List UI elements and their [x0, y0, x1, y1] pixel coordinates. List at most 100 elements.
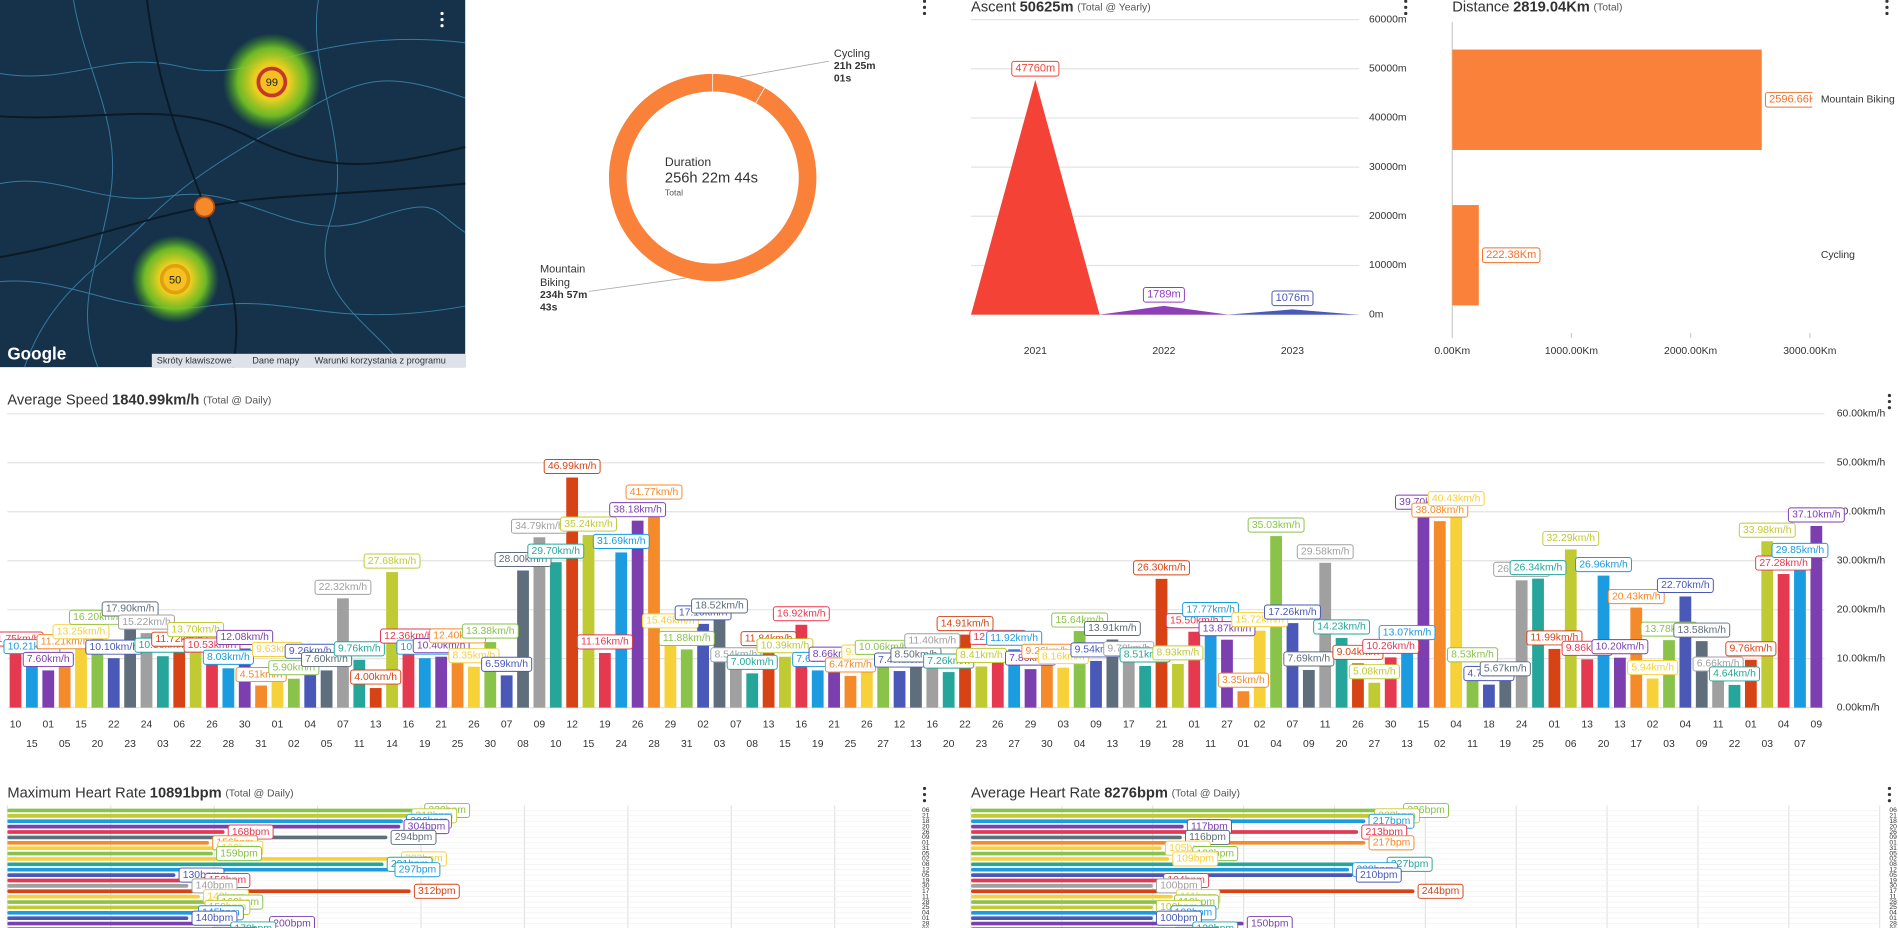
value-label: 29.70km/h — [532, 546, 581, 557]
category-word: Biking — [540, 277, 570, 289]
x-tick-label: 28 — [1172, 739, 1184, 750]
bar — [1122, 659, 1135, 708]
map-marker[interactable] — [193, 196, 216, 218]
category-label: 21 — [1889, 813, 1897, 820]
cluster-count: 50 — [169, 274, 181, 286]
x-tick-label: 13 — [763, 720, 775, 731]
value-label: 5.94km/h — [1631, 662, 1674, 673]
map-logo: Google — [7, 344, 66, 364]
value-label: 46.99km/h — [548, 461, 597, 472]
x-tick-label: 08 — [517, 739, 529, 750]
category-label: 11 — [922, 893, 929, 900]
value-label-box — [609, 502, 667, 518]
chart-menu[interactable] — [1887, 393, 1892, 410]
bar — [762, 649, 775, 708]
chart-menu[interactable] — [1885, 0, 1889, 16]
menu-dot — [922, 11, 927, 16]
bar — [746, 673, 759, 708]
cluster-marker[interactable] — [256, 66, 288, 98]
bar — [304, 662, 317, 708]
x-tick-label: 31 — [681, 739, 693, 750]
value-label-box — [576, 634, 633, 650]
bar — [1695, 641, 1708, 708]
value-label-box — [191, 910, 238, 926]
bar — [1761, 541, 1774, 708]
distance-chart: Distance 2819.04Km (Total) 0.00Km 1000.00Km 2… — [1434, 0, 1895, 357]
bar — [7, 862, 384, 867]
menu-dot — [922, 786, 927, 791]
value-label: 150bpm — [1251, 918, 1289, 928]
y-tick-label: 40000m — [1369, 113, 1407, 124]
x-tick-label: 05 — [321, 739, 333, 750]
chart-subtitle: (Total @ Daily) — [1172, 788, 1240, 799]
category-label: 08 — [1889, 861, 1897, 868]
bar — [1401, 643, 1413, 708]
x-tick-label: 30 — [1385, 720, 1397, 731]
map-footer-link[interactable]: Skróty klawiszowe — [157, 356, 232, 366]
x-tick-label: 15 — [1418, 720, 1430, 731]
x-tick-label: 25 — [845, 739, 857, 750]
bar — [680, 649, 693, 708]
value-label: 8.16km/h — [1042, 651, 1085, 662]
value-label: 9.76km/h — [1729, 644, 1772, 655]
value-label: 9.54km/h — [1075, 645, 1118, 656]
map-footer-link[interactable]: Warunki korzystania z programu — [315, 356, 446, 366]
bar — [517, 570, 529, 708]
heart-rate-chart: Maximum Heart Rate 10891bpm (Total @ Daily… — [6, 785, 930, 928]
chart-menu[interactable] — [1404, 0, 1408, 16]
x-tick-label: 20 — [943, 739, 955, 750]
value-label: 312bpm — [418, 886, 456, 897]
value-label: 9.76km/h — [338, 644, 381, 655]
bar — [1319, 562, 1332, 708]
bar — [959, 634, 971, 708]
category-label: 25 — [922, 904, 930, 911]
category-label: 01 — [1889, 915, 1897, 922]
bar — [1188, 631, 1201, 708]
bar — [971, 867, 1350, 872]
chart-menu[interactable] — [922, 0, 927, 16]
chart-total: 8276bpm — [1104, 785, 1168, 801]
bar — [1794, 561, 1806, 708]
bar — [971, 846, 1162, 851]
x-tick-label: 07 — [1794, 739, 1806, 750]
x-tick-label: 12 — [894, 720, 906, 731]
x-tick-label: 13 — [1401, 739, 1413, 750]
map[interactable]: 99 50 Google Skróty klawiszowe Dane mapy… — [0, 0, 466, 368]
map-menu[interactable] — [440, 11, 444, 28]
x-tick-label: 11 — [1713, 720, 1724, 731]
x-tick-label: 2022 — [1152, 346, 1175, 357]
bar — [206, 656, 218, 708]
x-tick-label: 06 — [1565, 739, 1577, 750]
donut-chart: Cycling 21h 25m 01s Mountain Biking 234h 57m 4… — [540, 48, 875, 313]
value-label: 12.08km/h — [220, 632, 269, 643]
value-label: 140bpm — [196, 881, 234, 892]
category-label: 18 — [922, 818, 930, 825]
value-label: 4.64km/h — [1713, 669, 1756, 680]
map-footer-link[interactable]: Dane mapy — [252, 356, 299, 366]
value-label: 140bpm — [196, 913, 234, 924]
bar — [7, 840, 210, 845]
chart-menu[interactable] — [1887, 786, 1892, 803]
chart-menu[interactable] — [922, 786, 927, 803]
menu-dot — [1887, 799, 1892, 803]
center-subtitle: Total — [665, 188, 683, 198]
bar — [320, 670, 333, 708]
chart-title-name: Ascent — [971, 0, 1016, 15]
value-label-box — [1417, 883, 1464, 899]
area — [971, 79, 1100, 315]
value-label-box — [772, 606, 830, 622]
bar — [58, 652, 71, 708]
x-tick-label: 04 — [1778, 720, 1790, 731]
x-tick-label: 26 — [861, 720, 873, 731]
bar — [971, 884, 1153, 888]
x-tick-label: 22 — [108, 720, 120, 731]
x-tick-label: 30 — [239, 720, 251, 731]
value-label-box — [1246, 916, 1293, 928]
value-label-box — [1509, 560, 1567, 576]
value-label: 217bpm — [1373, 838, 1411, 849]
cluster-marker[interactable] — [159, 263, 191, 295]
category-label: 05 — [922, 872, 930, 879]
x-tick-label: 09 — [1696, 739, 1708, 750]
value-label: 18.52km/h — [695, 601, 744, 612]
value-label: 13.07km/h — [1383, 627, 1432, 638]
